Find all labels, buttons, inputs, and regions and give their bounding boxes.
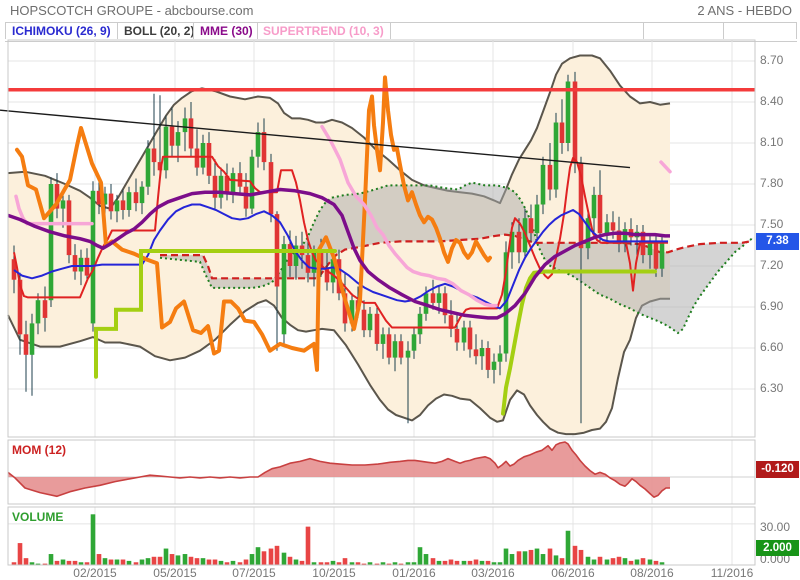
- price-tick-label: 8.40: [760, 94, 784, 108]
- mom-panel-plot: [7, 441, 670, 499]
- legend-divider: [390, 23, 391, 39]
- price-tick-label: 7.20: [760, 258, 784, 272]
- legend-divider: [117, 23, 118, 39]
- period-label: 2 ANS - HEBDO: [697, 3, 792, 18]
- indicator-legend: [5, 22, 797, 42]
- legend-boll[interactable]: BOLL (20, 2): [124, 24, 195, 38]
- month-label: 01/2016: [392, 566, 436, 580]
- legend-supertrend[interactable]: SUPERTREND (10, 3): [263, 24, 384, 38]
- legend-divider: [643, 23, 644, 39]
- month-label: 07/2015: [232, 566, 276, 580]
- legend-divider: [257, 23, 258, 39]
- mom-label: MOM (12): [12, 443, 66, 457]
- price-tick-label: 7.50: [760, 217, 784, 231]
- legend-divider: [723, 23, 724, 39]
- legend-mme[interactable]: MME (30): [200, 24, 253, 38]
- legend-divider: [5, 23, 6, 39]
- month-label: 05/2015: [153, 566, 197, 580]
- volume-label: VOLUME: [12, 510, 64, 524]
- price-tick-label: 7.80: [760, 176, 784, 190]
- price-tick-label: 6.90: [760, 299, 784, 313]
- price-tick-label: 8.70: [760, 53, 784, 67]
- indicator-lines: [0, 75, 755, 416]
- legend-divider: [796, 23, 797, 39]
- legend-ichimoku[interactable]: ICHIMOKU (26, 9): [12, 24, 111, 38]
- volume-tick-30: 30.00: [760, 520, 791, 534]
- month-label: 11/2016: [710, 566, 754, 580]
- month-label: 10/2015: [312, 566, 356, 580]
- month-label: 02/2015: [73, 566, 117, 580]
- month-label: 03/2016: [471, 566, 515, 580]
- candlesticks: [11, 71, 665, 424]
- panel-borders: [7, 39, 756, 566]
- last-price-badge: 7.38: [756, 233, 799, 250]
- month-label: 06/2016: [551, 566, 595, 580]
- price-tick-label: 6.60: [760, 340, 784, 354]
- month-label: 08/2016: [630, 566, 674, 580]
- price-tick-label: 6.30: [760, 381, 784, 395]
- mom-value-badge: -0.120: [756, 461, 799, 478]
- price-tick-label: 8.10: [760, 135, 784, 149]
- legend-divider: [193, 23, 194, 39]
- volume-value-badge: 2.000: [756, 540, 799, 556]
- chart-title: HOPSCOTCH GROUPE - abcbourse.com: [10, 3, 254, 18]
- volume-panel-plot: [11, 514, 665, 565]
